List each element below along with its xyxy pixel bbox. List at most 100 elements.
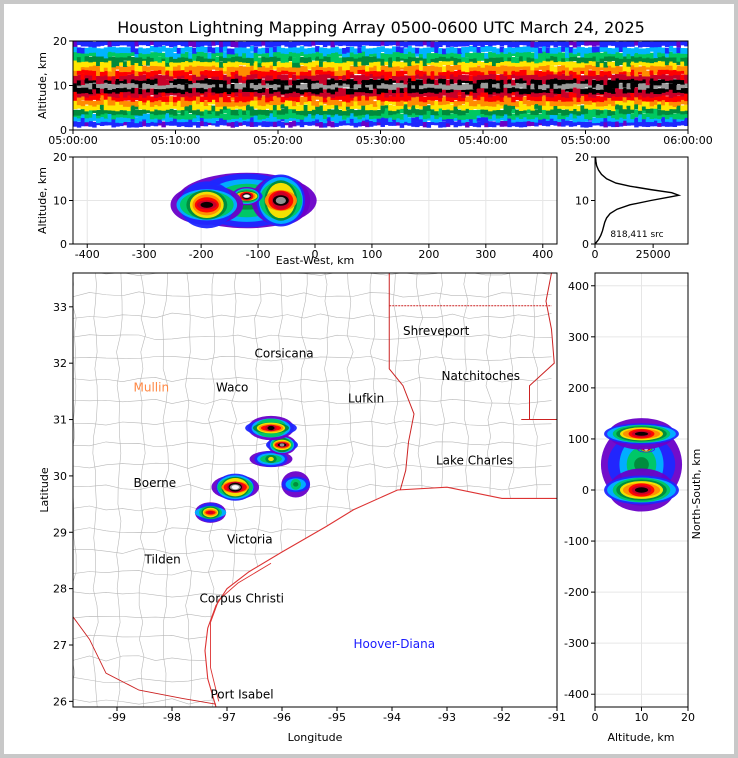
density-cell bbox=[549, 109, 555, 115]
density-cell bbox=[653, 94, 658, 101]
density-cell bbox=[199, 87, 205, 94]
density-cell bbox=[545, 68, 551, 75]
density-cell bbox=[275, 196, 286, 205]
density-cell bbox=[584, 102, 589, 109]
density-cell bbox=[196, 109, 201, 116]
density-cell bbox=[311, 119, 316, 126]
density-cell bbox=[442, 78, 447, 85]
density-cell bbox=[572, 108, 578, 115]
density-cell bbox=[269, 51, 274, 57]
density-cell bbox=[311, 69, 316, 76]
density-cell bbox=[222, 57, 228, 64]
density-cell bbox=[591, 96, 597, 103]
density-cell bbox=[353, 83, 359, 90]
density-cell bbox=[357, 95, 362, 101]
density-cell bbox=[565, 61, 570, 68]
density-cell bbox=[580, 113, 585, 120]
density-cell bbox=[211, 47, 216, 54]
density-cell bbox=[88, 88, 93, 95]
density-cell bbox=[684, 41, 688, 47]
density-cell bbox=[618, 103, 624, 110]
density-cell bbox=[368, 48, 374, 55]
density-cell bbox=[184, 90, 189, 97]
density-cell bbox=[226, 100, 232, 107]
density-cell bbox=[349, 51, 355, 58]
density-cell bbox=[468, 89, 474, 96]
density-cell bbox=[115, 70, 120, 77]
density-cell bbox=[249, 82, 255, 89]
density-cell bbox=[676, 74, 681, 80]
density-cell bbox=[657, 63, 662, 70]
density-cell bbox=[365, 108, 370, 115]
density-cell bbox=[196, 59, 201, 66]
density-cell bbox=[276, 46, 282, 53]
density-cell bbox=[392, 99, 397, 105]
density-cell bbox=[249, 68, 255, 75]
county-border bbox=[73, 334, 552, 340]
density-cell bbox=[372, 112, 378, 119]
density-cell bbox=[122, 54, 128, 61]
density-cell bbox=[226, 48, 232, 55]
density-cell bbox=[330, 78, 335, 85]
county-border bbox=[73, 377, 552, 383]
density-cell bbox=[622, 91, 628, 98]
density-cell bbox=[269, 90, 274, 97]
density-cell bbox=[180, 83, 186, 90]
density-cell bbox=[142, 88, 147, 94]
density-cell bbox=[261, 86, 266, 93]
density-cell bbox=[649, 57, 655, 64]
density-cell bbox=[545, 47, 551, 54]
density-cell bbox=[234, 64, 239, 71]
density-cell bbox=[126, 101, 132, 107]
density-cell bbox=[276, 85, 282, 92]
density-cell bbox=[211, 41, 216, 46]
density-cell bbox=[76, 74, 82, 81]
density-cell bbox=[553, 41, 558, 48]
density-cell bbox=[184, 109, 189, 116]
density-cell bbox=[73, 73, 78, 80]
density-cell bbox=[465, 121, 470, 128]
density-cell bbox=[372, 104, 378, 111]
density-cell bbox=[518, 60, 524, 67]
density-cell bbox=[503, 70, 508, 77]
density-cell bbox=[549, 100, 555, 107]
density-cell bbox=[430, 112, 435, 119]
density-cell bbox=[184, 100, 189, 107]
density-cell bbox=[672, 121, 678, 127]
density-cell bbox=[192, 60, 197, 67]
density-cell bbox=[261, 70, 266, 77]
density-cell bbox=[80, 73, 86, 80]
density-cell bbox=[180, 47, 186, 54]
density-cell bbox=[661, 99, 666, 106]
density-cell bbox=[361, 64, 366, 70]
density-cell bbox=[384, 78, 389, 85]
density-cell bbox=[495, 60, 501, 67]
x-tick-label: -96 bbox=[273, 711, 291, 724]
density-cell bbox=[165, 73, 170, 80]
density-cell bbox=[311, 64, 316, 71]
density-cell bbox=[676, 78, 681, 84]
density-cell bbox=[399, 91, 405, 97]
density-cell bbox=[199, 120, 205, 127]
density-cell bbox=[449, 113, 455, 120]
density-cell bbox=[518, 108, 524, 114]
density-cell bbox=[442, 66, 447, 72]
density-cell bbox=[438, 61, 443, 68]
density-cell bbox=[338, 60, 343, 67]
density-cell bbox=[541, 84, 547, 91]
density-cell bbox=[611, 121, 616, 128]
density-cell bbox=[146, 94, 151, 101]
density-cell bbox=[468, 83, 474, 90]
density-cell bbox=[73, 99, 78, 106]
density-cell bbox=[142, 103, 147, 110]
density-cell bbox=[357, 41, 362, 48]
density-cell bbox=[507, 69, 512, 75]
density-cell bbox=[238, 41, 243, 48]
density-cell bbox=[80, 108, 86, 115]
density-cell bbox=[522, 50, 528, 57]
density-cell bbox=[280, 41, 286, 46]
density-cell bbox=[591, 108, 597, 114]
y-tick-label: 0 bbox=[582, 484, 589, 497]
density-cell bbox=[103, 107, 109, 114]
